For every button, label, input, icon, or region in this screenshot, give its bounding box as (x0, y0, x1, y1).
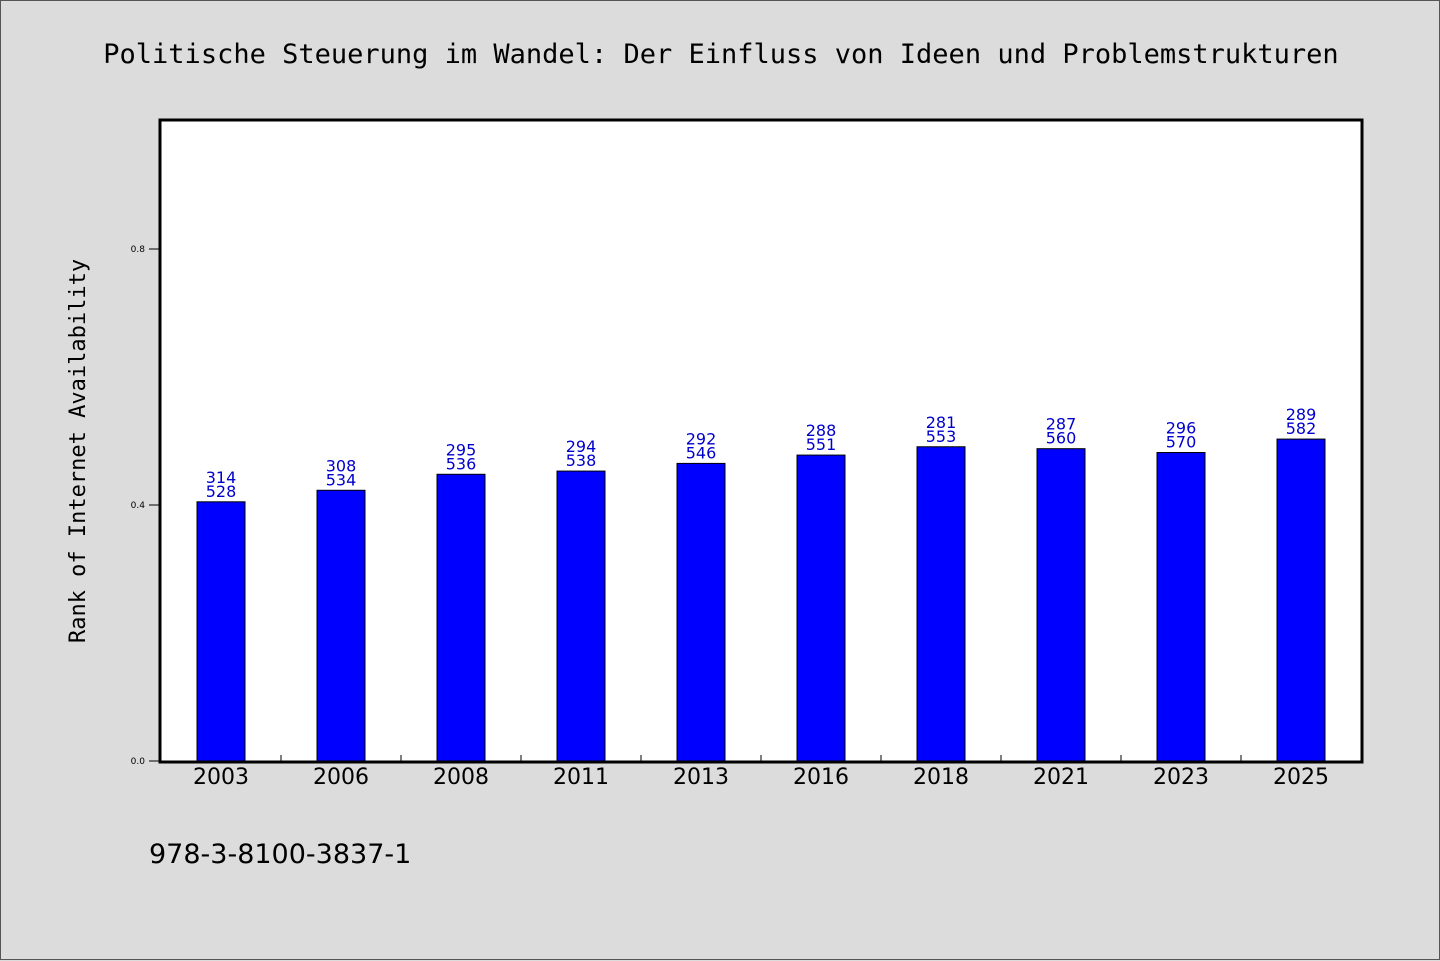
x-tick-label: 2021 (1033, 765, 1089, 790)
bar (1036, 448, 1086, 762)
bar (676, 462, 726, 762)
x-tick-label: 2003 (193, 765, 249, 790)
y-tick-label: 0.8 (131, 245, 146, 255)
data-label-bottom: 553 (926, 427, 957, 446)
x-tick-label: 2006 (313, 765, 369, 790)
data-label-top: 314 (206, 468, 237, 487)
y-tick-label: 0.4 (131, 501, 146, 511)
x-tick-label: 2018 (913, 765, 969, 790)
data-label-top: 295 (446, 440, 477, 459)
data-label-bottom: 546 (686, 443, 717, 462)
bar (796, 454, 846, 762)
data-label-bottom: 560 (1046, 429, 1077, 448)
bar (196, 501, 246, 762)
data-label-top: 294 (566, 437, 597, 456)
data-label-top: 287 (1046, 415, 1077, 434)
bar (556, 470, 606, 762)
data-label-bottom: 528 (206, 482, 237, 501)
data-label-bottom: 536 (446, 454, 477, 473)
x-tick-label: 2025 (1273, 765, 1329, 790)
y-axis-ticks: 0.0 0.4 0.8 (131, 245, 161, 767)
x-tick-label: 2023 (1153, 765, 1209, 790)
bars-group (196, 438, 1326, 762)
y-tick-label: 0.0 (131, 757, 146, 767)
x-tick-label: 2013 (673, 765, 729, 790)
data-label-top: 281 (926, 413, 957, 432)
data-label-top: 292 (686, 429, 717, 448)
y-axis-label: Rank of Internet Availability (66, 259, 91, 643)
bar (916, 446, 966, 762)
data-label-bottom: 570 (1166, 433, 1197, 452)
chart-title: Politische Steuerung im Wandel: Der Einf… (103, 39, 1338, 70)
bar (436, 473, 486, 762)
data-label-bottom: 582 (1286, 419, 1317, 438)
x-tick-label: 2008 (433, 765, 489, 790)
bar (1276, 438, 1326, 762)
data-label-top: 288 (806, 421, 837, 440)
data-label-top: 296 (1166, 419, 1197, 438)
x-tick-label: 2016 (793, 765, 849, 790)
data-label-top: 289 (1286, 405, 1317, 424)
x-axis-ticks: 2003 2006 2008 2011 2013 2016 2018 2021 2023 2025 (193, 755, 1329, 790)
data-label-bottom: 534 (326, 470, 357, 489)
isbn-footer: 978-3-8100-3837-1 (149, 839, 411, 870)
data-label-bottom: 538 (566, 451, 597, 470)
data-label-top: 308 (326, 456, 357, 475)
bar (316, 489, 366, 762)
x-tick-label: 2011 (553, 765, 609, 790)
bar (1156, 452, 1206, 762)
data-labels-group: 3145283085342955362945382925462885512815… (206, 405, 1317, 501)
data-label-bottom: 551 (806, 435, 837, 454)
